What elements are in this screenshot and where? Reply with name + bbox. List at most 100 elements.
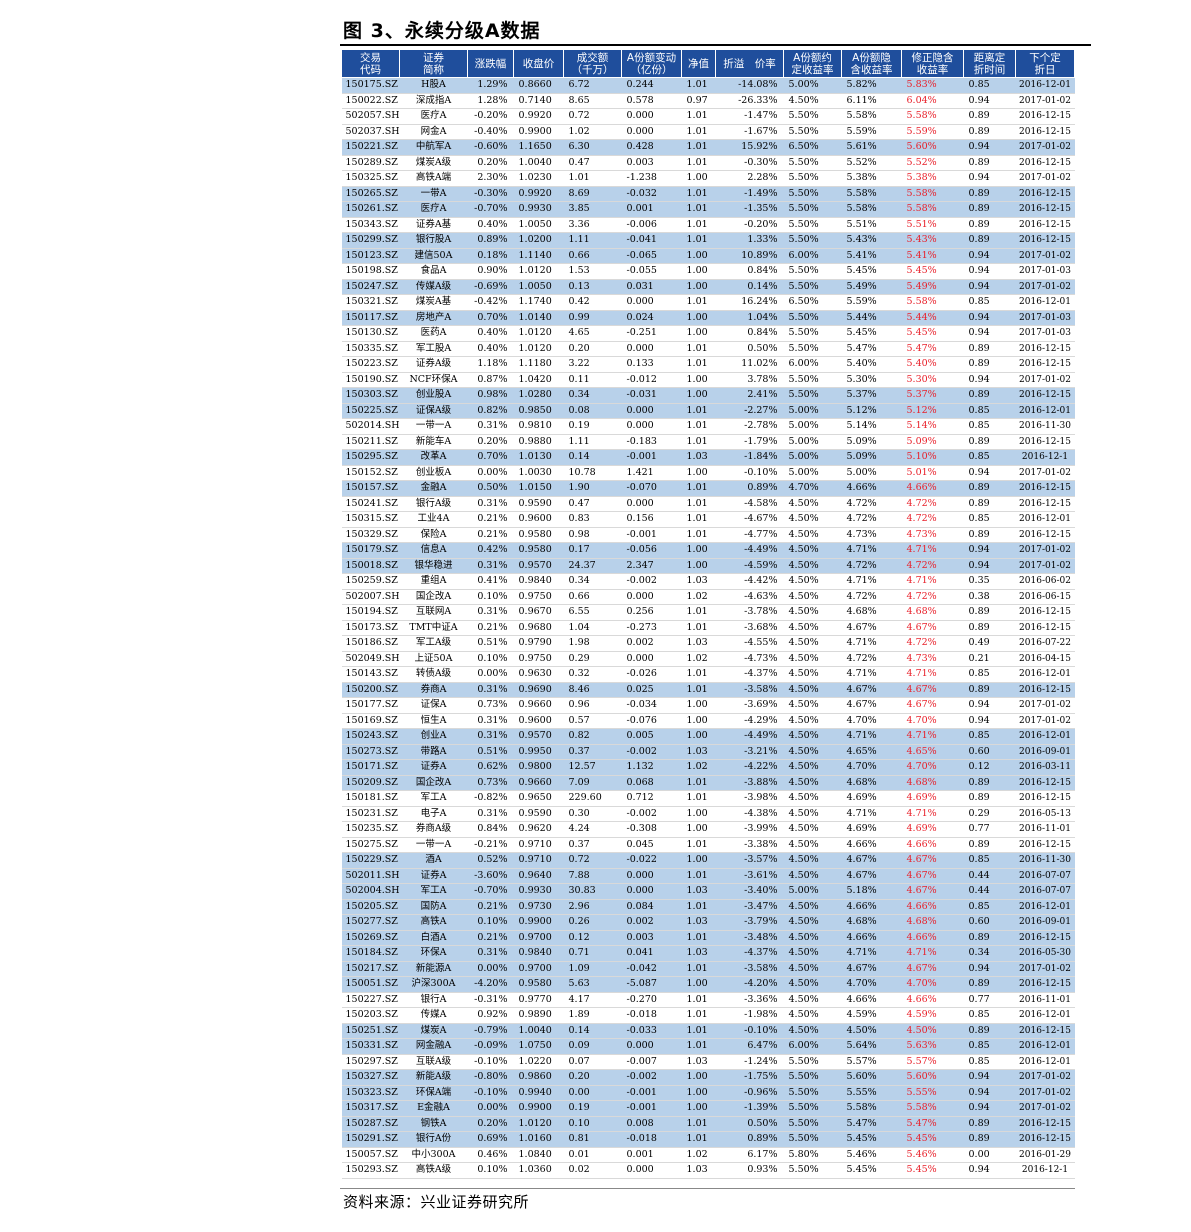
cell-change: 1.18%	[467, 356, 514, 373]
cell-implied-yield: 4.67%	[841, 682, 902, 698]
cell-change: 0.40%	[467, 217, 514, 233]
cell-agreed-yield: 5.50%	[783, 155, 842, 171]
cell-change: 0.10%	[467, 914, 514, 931]
cell-nav: 1.01	[681, 356, 716, 373]
cell-code: 150277.SZ	[341, 914, 400, 931]
cell-share-change: -0.042	[621, 961, 682, 977]
cell-next-reset: 2016-07-07	[1015, 868, 1075, 884]
table-row: 150018.SZ 银华稳进 0.31% 0.9570 24.37 2.347 1.00 -4…	[341, 558, 1075, 574]
table-row: 150227.SZ 银行A -0.31% 0.9770 4.17 -0.270 1.01 -3…	[341, 992, 1075, 1008]
cell-code: 150315.SZ	[341, 511, 400, 528]
cell-share-change: -0.026	[621, 666, 682, 683]
cell-adjusted-yield: 5.58%	[901, 108, 964, 125]
cell-change: 0.10%	[467, 651, 514, 667]
cell-premium: -3.58%	[715, 961, 784, 977]
cell-adjusted-yield: 5.55%	[901, 1085, 964, 1101]
cell-name: 恒生A	[399, 713, 468, 729]
cell-nav: 1.01	[681, 294, 716, 311]
cell-code: 150343.SZ	[341, 217, 400, 233]
cell-name: 传媒A	[399, 1007, 468, 1024]
cell-next-reset: 2016-12-15	[1015, 341, 1075, 357]
cell-next-reset: 2016-12-15	[1015, 790, 1075, 807]
cell-implied-yield: 5.00%	[841, 465, 902, 481]
cell-time-to-reset: 0.89	[963, 976, 1016, 993]
cell-implied-yield: 4.72%	[841, 558, 902, 574]
cell-nav: 1.02	[681, 759, 716, 776]
table-row: 150317.SZ E金融A 0.00% 0.9900 0.19 -0.001 1.00 -1…	[341, 1100, 1075, 1117]
cell-turnover: 0.00	[563, 1085, 622, 1101]
source-rule	[340, 1188, 1075, 1189]
cell-change: 0.69%	[467, 1131, 514, 1148]
table-row: 502014.SH 一带一A 0.31% 0.9810 0.19 0.000 1.01 -2.…	[341, 418, 1075, 435]
cell-agreed-yield: 4.50%	[783, 511, 842, 528]
cell-close: 0.9660	[513, 775, 564, 791]
cell-next-reset: 2017-01-02	[1015, 1069, 1075, 1086]
cell-implied-yield: 4.71%	[841, 573, 902, 590]
cell-share-change: -0.251	[621, 325, 682, 342]
cell-code: 502011.SH	[341, 868, 400, 884]
cell-agreed-yield: 4.50%	[783, 542, 842, 559]
table-row: 150259.SZ 重组A 0.41% 0.9840 0.34 -0.002 1.03 -4.…	[341, 573, 1075, 590]
cell-next-reset: 2016-12-15	[1015, 108, 1075, 125]
cell-premium: -3.79%	[715, 914, 784, 931]
cell-share-change: 0.133	[621, 356, 682, 373]
cell-time-to-reset: 0.85	[963, 77, 1016, 94]
cell-close: 0.9590	[513, 496, 564, 512]
cell-time-to-reset: 0.94	[963, 1162, 1016, 1179]
cell-share-change: -0.001	[621, 1085, 682, 1101]
cell-turnover: 0.20	[563, 1069, 622, 1086]
cell-next-reset: 2016-12-15	[1015, 1023, 1075, 1039]
cell-close: 0.9660	[513, 697, 564, 714]
cell-change: 0.52%	[467, 852, 514, 869]
cell-close: 1.0360	[513, 1162, 564, 1179]
cell-premium: -4.49%	[715, 542, 784, 559]
cell-code: 150194.SZ	[341, 604, 400, 621]
table-row: 150223.SZ 证券A级 1.18% 1.1180 3.22 0.133 1.01 11.…	[341, 356, 1075, 373]
cell-change: 0.21%	[467, 930, 514, 946]
cell-adjusted-yield: 5.45%	[901, 325, 964, 342]
cell-share-change: 0.578	[621, 93, 682, 109]
cell-implied-yield: 5.30%	[841, 372, 902, 388]
cell-share-change: 0.000	[621, 651, 682, 667]
cell-implied-yield: 4.66%	[841, 899, 902, 915]
cell-time-to-reset: 0.77	[963, 992, 1016, 1008]
cell-implied-yield: 5.61%	[841, 139, 902, 156]
cell-name: 钢铁A	[399, 1116, 468, 1132]
cell-implied-yield: 4.67%	[841, 961, 902, 977]
cell-close: 1.0230	[513, 170, 564, 187]
cell-name: 证券A基	[399, 217, 468, 233]
cell-change: -0.30%	[467, 186, 514, 202]
cell-time-to-reset: 0.89	[963, 217, 1016, 233]
cell-share-change: -0.034	[621, 697, 682, 714]
cell-implied-yield: 4.66%	[841, 480, 902, 497]
cell-time-to-reset: 0.94	[963, 139, 1016, 156]
cell-premium: -0.20%	[715, 217, 784, 233]
cell-nav: 1.01	[681, 217, 716, 233]
header-premium: 折溢 价率	[715, 49, 784, 78]
cell-name: 国企改A	[399, 589, 468, 605]
cell-adjusted-yield: 4.67%	[901, 883, 964, 900]
cell-name: 证保A	[399, 697, 468, 714]
cell-agreed-yield: 5.50%	[783, 124, 842, 140]
cell-code: 150229.SZ	[341, 852, 400, 869]
header-name: 证券 简称	[399, 49, 468, 78]
cell-next-reset: 2017-01-02	[1015, 1085, 1075, 1101]
cell-agreed-yield: 5.50%	[783, 387, 842, 404]
cell-change: -0.70%	[467, 201, 514, 218]
cell-code: 502037.SH	[341, 124, 400, 140]
cell-code: 150235.SZ	[341, 821, 400, 838]
cell-agreed-yield: 4.50%	[783, 697, 842, 714]
cell-code: 150289.SZ	[341, 155, 400, 171]
cell-change: 0.21%	[467, 620, 514, 636]
cell-share-change: -0.002	[621, 806, 682, 822]
cell-next-reset: 2016-06-02	[1015, 573, 1075, 590]
cell-premium: -1.49%	[715, 186, 784, 202]
cell-close: 1.0120	[513, 1116, 564, 1132]
cell-premium: -3.78%	[715, 604, 784, 621]
table-row: 150209.SZ 国企改A 0.73% 0.9660 7.09 0.068 1.01 -3.…	[341, 775, 1075, 791]
table-row: 150217.SZ 新能源A 0.00% 0.9700 1.09 -0.042 1.01 -3…	[341, 961, 1075, 977]
cell-close: 1.0840	[513, 1147, 564, 1163]
table-row: 150190.SZ NCF环保A 0.87% 1.0420 0.11 -0.012 1.00…	[341, 372, 1075, 388]
header-close: 收盘价	[513, 49, 564, 78]
table-row: 150247.SZ 传媒A级 -0.69% 1.0050 0.13 0.031 1.00 0.…	[341, 279, 1075, 295]
